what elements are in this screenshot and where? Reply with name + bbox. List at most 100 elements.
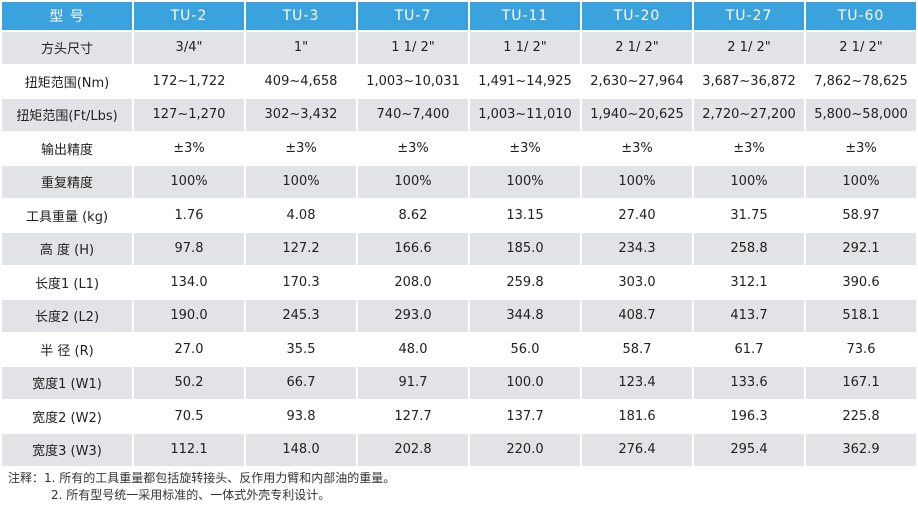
table-cell: 56.0 [470, 333, 580, 365]
table-row: 宽度1 (W1) 50.2 66.7 91.7 100.0 123.4 133.6 167.1 [2, 367, 916, 399]
header-tu-2: TU-2 [134, 2, 244, 30]
header-tu-7: TU-7 [358, 2, 468, 30]
table-cell: 390.6 [806, 266, 916, 298]
table-cell: 408.7 [582, 300, 692, 332]
header-model-label: 型 号 [2, 2, 132, 30]
header-tu-20: TU-20 [582, 2, 692, 30]
table-cell: 362.9 [806, 434, 916, 466]
table-row: 半 径 (R) 27.0 35.5 48.0 56.0 58.7 61.7 73.6 [2, 333, 916, 365]
table-cell: 127~1,270 [134, 99, 244, 131]
note-line-2: 2. 所有型号统一采用标准的、一体式外壳专利设计。 [8, 487, 395, 504]
table-cell: 61.7 [694, 333, 804, 365]
table-cell: 73.6 [806, 333, 916, 365]
table-cell: 409~4,658 [246, 65, 356, 97]
note-1: 1. 所有的工具重量都包括旋转接头、反作用力臂和内部油的重量。 [44, 471, 396, 485]
table-cell: ±3% [582, 132, 692, 164]
table-cell: 127.7 [358, 400, 468, 432]
table-cell: 148.0 [246, 434, 356, 466]
notes: 注释：1. 所有的工具重量都包括旋转接头、反作用力臂和内部油的重量。 2. 所有… [8, 470, 395, 504]
table-cell: 181.6 [582, 400, 692, 432]
table-cell: 100% [582, 166, 692, 198]
table-cell: 258.8 [694, 233, 804, 265]
table-cell: 100% [134, 166, 244, 198]
header-tu-27: TU-27 [694, 2, 804, 30]
table-cell: ±3% [694, 132, 804, 164]
row-label: 宽度3 (W3) [2, 434, 132, 466]
spec-table: 型 号 TU-2 TU-3 TU-7 TU-11 TU-20 TU-27 TU-… [2, 2, 916, 466]
table-cell: 100% [246, 166, 356, 198]
table-cell: 4.08 [246, 199, 356, 231]
table-cell: 170.3 [246, 266, 356, 298]
table-cell: 127.2 [246, 233, 356, 265]
table-cell: 185.0 [470, 233, 580, 265]
table-cell: 259.8 [470, 266, 580, 298]
table-cell: 97.8 [134, 233, 244, 265]
table-row: 方头尺寸 3/4" 1" 1 1/ 2" 1 1/ 2" 2 1/ 2" 2 1/ 2" 2 … [2, 32, 916, 64]
table-cell: 100% [470, 166, 580, 198]
table-cell: 70.5 [134, 400, 244, 432]
table-row: 工具重量 (kg) 1.76 4.08 8.62 13.15 27.40 31.75 58.9… [2, 199, 916, 231]
row-label: 输出精度 [2, 132, 132, 164]
table-row: 重复精度 100% 100% 100% 100% 100% 100% 100% [2, 166, 916, 198]
table-row: 宽度3 (W3) 112.1 148.0 202.8 220.0 276.4 295.4 36… [2, 434, 916, 466]
table-cell: 276.4 [582, 434, 692, 466]
row-label: 工具重量 (kg) [2, 199, 132, 231]
row-label: 长度1 (L1) [2, 266, 132, 298]
table-cell: 1,940~20,625 [582, 99, 692, 131]
table-cell: 100% [806, 166, 916, 198]
table-cell: 100.0 [470, 367, 580, 399]
table-row: 扭矩范围(Nm) 172~1,722 409~4,658 1,003~10,031 1,… [2, 65, 916, 97]
table-cell: 303.0 [582, 266, 692, 298]
table-cell: 1,491~14,925 [470, 65, 580, 97]
table-cell: 167.1 [806, 367, 916, 399]
table-cell: 31.75 [694, 199, 804, 231]
table-cell: 292.1 [806, 233, 916, 265]
table-cell: 134.0 [134, 266, 244, 298]
table-cell: 5,800~58,000 [806, 99, 916, 131]
header-tu-11: TU-11 [470, 2, 580, 30]
table-cell: 27.0 [134, 333, 244, 365]
row-label: 方头尺寸 [2, 32, 132, 64]
table-cell: 220.0 [470, 434, 580, 466]
row-label: 扭矩范围(Nm) [2, 65, 132, 97]
table-cell: 7,862~78,625 [806, 65, 916, 97]
table-row: 高 度 (H) 97.8 127.2 166.6 185.0 234.3 258.8 292.… [2, 233, 916, 265]
table-cell: 66.7 [246, 367, 356, 399]
table-cell: 344.8 [470, 300, 580, 332]
table-cell: ±3% [246, 132, 356, 164]
table-cell: 1 1/ 2" [470, 32, 580, 64]
table-row: 宽度2 (W2) 70.5 93.8 127.7 137.7 181.6 196.3 225.… [2, 400, 916, 432]
row-label: 宽度2 (W2) [2, 400, 132, 432]
row-label: 宽度1 (W1) [2, 367, 132, 399]
table-cell: 1.76 [134, 199, 244, 231]
table-row: 长度1 (L1) 134.0 170.3 208.0 259.8 303.0 312.1 39… [2, 266, 916, 298]
table-cell: ±3% [470, 132, 580, 164]
row-label: 半 径 (R) [2, 333, 132, 365]
table-cell: 1,003~11,010 [470, 99, 580, 131]
note-line-1: 注释：1. 所有的工具重量都包括旋转接头、反作用力臂和内部油的重量。 [8, 470, 395, 487]
notes-prefix: 注释： [8, 471, 45, 485]
table-cell: 166.6 [358, 233, 468, 265]
table-cell: 1,003~10,031 [358, 65, 468, 97]
table-cell: 3,687~36,872 [694, 65, 804, 97]
table-cell: 50.2 [134, 367, 244, 399]
table-cell: 312.1 [694, 266, 804, 298]
row-label: 重复精度 [2, 166, 132, 198]
table-cell: 302~3,432 [246, 99, 356, 131]
table-cell: 91.7 [358, 367, 468, 399]
table-cell: 58.7 [582, 333, 692, 365]
table-cell: 1" [246, 32, 356, 64]
table-cell: 100% [358, 166, 468, 198]
table-cell: 245.3 [246, 300, 356, 332]
table-cell: 208.0 [358, 266, 468, 298]
table-cell: 293.0 [358, 300, 468, 332]
table-cell: 13.15 [470, 199, 580, 231]
table-cell: 413.7 [694, 300, 804, 332]
table-cell: 202.8 [358, 434, 468, 466]
table-cell: 27.40 [582, 199, 692, 231]
row-label: 高 度 (H) [2, 233, 132, 265]
table-row: 扭矩范围(Ft/Lbs) 127~1,270 302~3,432 740~7,400 1… [2, 99, 916, 131]
header-row: 型 号 TU-2 TU-3 TU-7 TU-11 TU-20 TU-27 TU-… [2, 2, 916, 30]
table-cell: 112.1 [134, 434, 244, 466]
table-cell: ±3% [134, 132, 244, 164]
